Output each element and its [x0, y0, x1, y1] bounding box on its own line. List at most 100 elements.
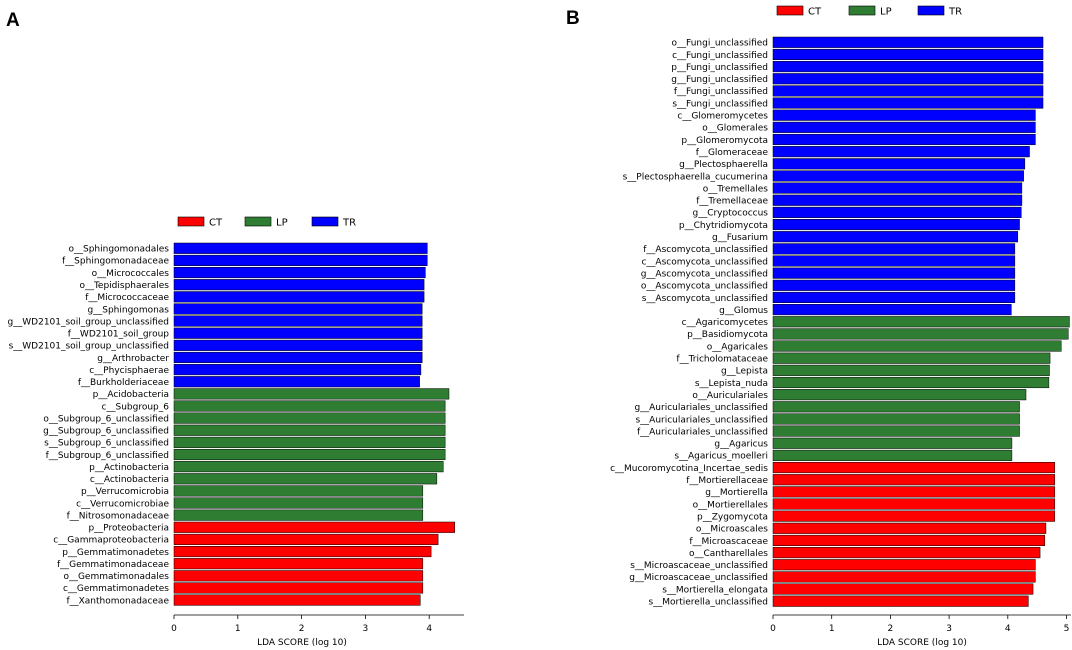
- panel-b-bar-label-g__Plectosphaerella: g__Plectosphaerella: [679, 160, 768, 170]
- panel-a-bar-c__Gammaproteobacteria: [173, 533, 439, 545]
- panel-b-legend-swatch-tr: [917, 5, 945, 16]
- panel-b-legend-label-lp: LP: [880, 7, 892, 18]
- panel-a-bar-label-p__Proteobacteria: p__Proteobacteria: [88, 524, 169, 534]
- panel-a-bar-o__Gemmatimonadales: [173, 570, 424, 582]
- panel-a-bar-label-g__Sphingomonas: g__Sphingomonas: [88, 305, 170, 315]
- panel-a-bar-f__Burkholderiaceae: [173, 376, 420, 388]
- panel-b-bar-g__Plectosphaerella: [772, 158, 1026, 170]
- panel-a-bar-p__Actinobacteria: [173, 461, 444, 473]
- panel-b-bar-label-g__Auriculariales_unclassified: g__Auriculariales_unclassified: [634, 403, 768, 413]
- panel-b-bar-label-g__Cryptococcus: g__Cryptococcus: [692, 209, 768, 219]
- panel-a-bar-o__Sphingomonadales: [173, 242, 428, 254]
- panel-b-bar-label-f__Mortierellaceae: f__Mortierellaceae: [686, 476, 768, 486]
- panel-b-bar-g__Glomus: [772, 304, 1012, 316]
- panel-b-bar-f__Tricholomataceae: [772, 352, 1051, 364]
- panel-a-bar-f__Micrococcaceae: [173, 291, 425, 303]
- panel-a-bar-c__Gemmatimonadetes: [173, 582, 424, 594]
- panel-b-bar-label-p__Fungi_unclassified: p__Fungi_unclassified: [671, 63, 768, 73]
- panel-b-bar-label-c__Agaricomycetes: c__Agaricomycetes: [682, 318, 769, 328]
- panel-b-bar-o__Ascomycota_unclassified: [772, 279, 1016, 291]
- panel-b-bar-label-f__Ascomycota_unclassified: f__Ascomycota_unclassified: [643, 245, 768, 255]
- panel-b-bar-o__Cantharellales: [772, 547, 1041, 559]
- panel-b-bar-g__Ascomycota_unclassified: [772, 267, 1016, 279]
- panel-b-bar-f__Mortierellaceae: [772, 474, 1056, 486]
- panel-a-bar-f__Nitrosomonadaceae: [173, 509, 424, 521]
- panel-a-bar-f__Xanthomonadaceae: [173, 594, 421, 606]
- panel-b-bar-f__Tremellaceae: [772, 194, 1023, 206]
- panel-a-bar-g__Arthrobacter: [173, 351, 423, 364]
- panel-b-bar-label-o__Ascomycota_unclassified: o__Ascomycota_unclassified: [641, 282, 768, 292]
- panel-b-bar-label-f__Glomeraceae: f__Glomeraceae: [696, 148, 769, 158]
- panel-b-bar-label-o__Tremellales: o__Tremellales: [703, 184, 769, 194]
- panel-b-bar-label-o__Mortierellales: o__Mortierellales: [693, 500, 769, 510]
- panel-b-bar-s__Lepista_nuda: [772, 376, 1050, 389]
- panel-b-bar-label-f__Fungi_unclassified: f__Fungi_unclassified: [674, 87, 768, 97]
- panel-b-bar-label-g__Microascaceae_unclassified: g__Microascaceae_unclassified: [629, 573, 768, 583]
- panel-a-bar-o__Subgroup_6_unclassified: [173, 412, 446, 424]
- panel-b-bar-label-g__Agaricus: g__Agaricus: [714, 440, 768, 450]
- chart-panel-b: CT LP TR o__Fungi_unclassified c__Fungi_uncl…: [610, 5, 1071, 648]
- panel-a-bar-label-o__Sphingomonadales: o__Sphingomonadales: [68, 245, 169, 255]
- panel-b-bar-label-f__Tremellaceae: f__Tremellaceae: [696, 197, 768, 207]
- panel-a-bar-label-f__WD2101_soil_group: f__WD2101_soil_group: [68, 330, 170, 340]
- panel-a-bar-label-c__Actinobacteria: c__Actinobacteria: [90, 475, 169, 485]
- panel-a-x-tick-label-0: 0: [171, 624, 177, 634]
- panel-b-bar-label-p__Zygomycota: p__Zygomycota: [697, 512, 768, 522]
- panel-a-bar-label-o__Subgroup_6_unclassified: o__Subgroup_6_unclassified: [43, 414, 169, 424]
- panel-b-bar-o__Fungi_unclassified: [772, 36, 1044, 48]
- panel-a-bar-label-p__Gemmatimonadetes: p__Gemmatimonadetes: [62, 548, 169, 558]
- panel-a-bar-p__Proteobacteria: [173, 521, 455, 533]
- panel-b-bar-o__Glomerales: [772, 121, 1036, 133]
- panel-a-legend-swatch-tr: [311, 216, 339, 227]
- panel-b-bar-label-s__Fungi_unclassified: s__Fungi_unclassified: [672, 99, 768, 109]
- panel-a-bar-label-o__Tepidisphaerales: o__Tepidisphaerales: [79, 281, 169, 291]
- panel-b-bar-g__Agaricus: [772, 437, 1013, 449]
- panel-b-bar-f__Auriculariales_unclassified: [772, 425, 1020, 437]
- panel-a-bar-label-c__Verrucomicrobiae: c__Verrucomicrobiae: [76, 499, 169, 509]
- panel-b-bar-label-s__Microascaceae_unclassified: s__Microascaceae_unclassified: [630, 561, 768, 571]
- panel-a-bar-label-p__Actinobacteria: p__Actinobacteria: [89, 463, 169, 473]
- panel-b-x-tick-label-0: 0: [770, 624, 776, 634]
- panel-b-bar-p__Glomeromycota: [772, 133, 1036, 146]
- panel-b-bar-label-s__Mortierella_unclassified: s__Mortierella_unclassified: [649, 598, 768, 608]
- panel-a-x-tick-label-4: 4: [426, 624, 432, 634]
- panel-b-bar-label-c__Glomeromycetes: c__Glomeromycetes: [677, 112, 768, 122]
- panel-b-x-tick-label-2: 2: [888, 624, 894, 634]
- panel-b-bar-label-o__Cantharellales: o__Cantharellales: [689, 549, 768, 559]
- panel-a-bar-label-g__WD2101_soil_group_unclassified: g__WD2101_soil_group_unclassified: [8, 317, 169, 327]
- panel-a-legend-swatch-lp: [244, 216, 272, 227]
- panel-b-bar-s__Fungi_unclassified: [772, 97, 1044, 109]
- panel-a-bar-label-f__Sphingomonadaceae: f__Sphingomonadaceae: [62, 257, 169, 267]
- panel-b-bar-label-s__Ascomycota_unclassified: s__Ascomycota_unclassified: [642, 294, 768, 304]
- panel-b-bar-s__Plectosphaerella_cucumerina: [772, 170, 1024, 182]
- panel-b-bar-s__Mortierella_elongata: [772, 583, 1034, 595]
- panel-a-legend-label-lp: LP: [276, 218, 288, 229]
- panel-a-bar-g__Subgroup_6_unclassified: [173, 424, 446, 436]
- panel-b-bar-p__Basidiomycota: [772, 328, 1069, 340]
- panel-b-x-tick-label-3: 3: [946, 624, 952, 634]
- panel-b-bar-label-f__Auriculariales_unclassified: f__Auriculariales_unclassified: [637, 427, 768, 437]
- panel-a-legend-label-tr: TR: [342, 218, 356, 229]
- panel-b-x-tick-label-5: 5: [1064, 624, 1070, 634]
- panel-b-bar-s__Mortierella_unclassified: [772, 595, 1029, 607]
- panel-a-bar-label-p__Verrucomicrobia: p__Verrucomicrobia: [81, 487, 169, 497]
- panel-b-bar-f__Glomeraceae: [772, 146, 1030, 158]
- panel-b-bar-f__Ascomycota_unclassified: [772, 243, 1016, 255]
- panel-label-b: B: [566, 8, 580, 29]
- panel-b-bar-label-g__Glomus: g__Glomus: [719, 306, 768, 316]
- panel-b-x-axis-title: LDA SCORE (log 10): [877, 638, 967, 648]
- panel-b-bar-label-c__Fungi_unclassified: c__Fungi_unclassified: [672, 51, 768, 61]
- panel-b-legend-swatch-ct: [776, 5, 804, 16]
- panel-b-bar-g__Mortierella: [772, 486, 1056, 498]
- panel-b-bar-s__Auriculariales_unclassified: [772, 413, 1020, 425]
- panel-b-bar-label-f__Microascaceae: f__Microascaceae: [689, 537, 768, 547]
- panel-b-bar-g__Fungi_unclassified: [772, 73, 1044, 85]
- panel-a-bar-g__Sphingomonas: [173, 303, 423, 315]
- panel-b-bar-f__Microascaceae: [772, 534, 1046, 547]
- panel-b-bar-p__Chytridiomycota: [772, 219, 1020, 231]
- panel-a-bar-c__Actinobacteria: [173, 473, 438, 485]
- panel-a-bar-g__WD2101_soil_group_unclassified: [173, 315, 423, 327]
- panel-b-bar-o__Agaricales: [772, 340, 1062, 352]
- panel-b-bar-s__Agaricus_moelleri: [772, 449, 1013, 461]
